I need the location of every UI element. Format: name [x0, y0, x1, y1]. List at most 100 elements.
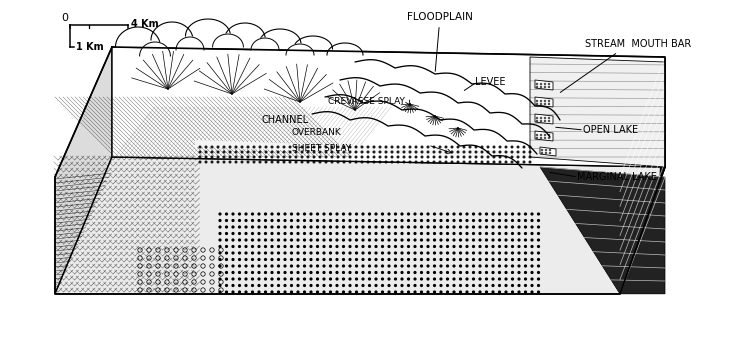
- Circle shape: [492, 239, 494, 241]
- Circle shape: [395, 226, 396, 228]
- Circle shape: [401, 285, 403, 287]
- Circle shape: [301, 156, 303, 158]
- Circle shape: [440, 291, 442, 293]
- Circle shape: [355, 252, 357, 254]
- Circle shape: [537, 259, 539, 260]
- Polygon shape: [55, 157, 665, 294]
- Circle shape: [289, 146, 291, 148]
- Circle shape: [401, 278, 403, 280]
- Circle shape: [479, 272, 481, 274]
- Circle shape: [310, 239, 312, 241]
- Circle shape: [251, 285, 254, 287]
- Circle shape: [479, 285, 481, 287]
- Circle shape: [271, 156, 273, 158]
- Circle shape: [537, 278, 539, 280]
- Circle shape: [271, 220, 273, 221]
- Circle shape: [330, 252, 331, 254]
- Circle shape: [433, 285, 436, 287]
- Circle shape: [336, 213, 338, 215]
- Circle shape: [303, 252, 306, 254]
- Circle shape: [226, 272, 227, 274]
- Circle shape: [420, 239, 423, 241]
- Circle shape: [529, 151, 531, 153]
- Circle shape: [271, 252, 273, 254]
- Circle shape: [283, 161, 285, 163]
- Circle shape: [531, 265, 533, 267]
- Circle shape: [375, 246, 377, 247]
- Circle shape: [336, 220, 338, 221]
- Circle shape: [525, 220, 526, 221]
- Circle shape: [512, 213, 513, 215]
- Circle shape: [289, 151, 291, 153]
- Circle shape: [323, 265, 325, 267]
- Circle shape: [473, 220, 474, 221]
- Circle shape: [512, 278, 513, 280]
- Circle shape: [343, 213, 344, 215]
- Circle shape: [375, 259, 377, 260]
- Circle shape: [303, 272, 306, 274]
- Circle shape: [433, 291, 436, 293]
- Circle shape: [297, 226, 299, 228]
- Circle shape: [258, 265, 260, 267]
- Circle shape: [223, 156, 225, 158]
- Circle shape: [258, 239, 260, 241]
- Circle shape: [323, 259, 325, 260]
- Circle shape: [336, 233, 338, 234]
- Circle shape: [433, 156, 435, 158]
- Circle shape: [271, 146, 273, 148]
- Circle shape: [319, 161, 321, 163]
- Circle shape: [349, 285, 351, 287]
- Circle shape: [232, 272, 234, 274]
- Circle shape: [548, 120, 550, 121]
- Circle shape: [343, 239, 344, 241]
- Circle shape: [391, 146, 393, 148]
- Circle shape: [499, 220, 501, 221]
- Circle shape: [525, 285, 526, 287]
- Circle shape: [226, 291, 227, 293]
- Circle shape: [485, 259, 488, 260]
- Circle shape: [265, 246, 266, 247]
- Circle shape: [460, 272, 461, 274]
- Circle shape: [473, 291, 474, 293]
- Circle shape: [460, 226, 461, 228]
- Circle shape: [317, 220, 319, 221]
- Circle shape: [505, 291, 507, 293]
- Circle shape: [487, 156, 489, 158]
- Text: CREVASSE SPLAY: CREVASSE SPLAY: [328, 98, 405, 107]
- Circle shape: [427, 278, 429, 280]
- Polygon shape: [186, 19, 230, 36]
- Circle shape: [440, 285, 442, 287]
- Circle shape: [375, 285, 377, 287]
- Circle shape: [385, 156, 387, 158]
- Circle shape: [301, 161, 303, 163]
- Circle shape: [382, 233, 383, 234]
- Circle shape: [349, 213, 351, 215]
- Circle shape: [368, 252, 371, 254]
- Circle shape: [505, 265, 507, 267]
- Circle shape: [492, 278, 494, 280]
- Circle shape: [421, 146, 423, 148]
- Circle shape: [367, 146, 369, 148]
- Circle shape: [205, 146, 207, 148]
- Circle shape: [330, 239, 331, 241]
- Circle shape: [310, 278, 312, 280]
- Circle shape: [241, 161, 243, 163]
- Circle shape: [271, 265, 273, 267]
- Circle shape: [518, 252, 520, 254]
- Circle shape: [343, 156, 345, 158]
- Circle shape: [512, 272, 513, 274]
- Circle shape: [473, 265, 474, 267]
- Circle shape: [457, 146, 459, 148]
- Circle shape: [537, 285, 539, 287]
- Circle shape: [283, 156, 285, 158]
- Circle shape: [382, 285, 383, 287]
- Circle shape: [297, 265, 299, 267]
- Polygon shape: [535, 131, 553, 141]
- Circle shape: [397, 156, 399, 158]
- Circle shape: [401, 252, 403, 254]
- Circle shape: [453, 213, 455, 215]
- Circle shape: [368, 239, 371, 241]
- Circle shape: [278, 239, 279, 241]
- Polygon shape: [115, 27, 161, 47]
- Circle shape: [367, 156, 369, 158]
